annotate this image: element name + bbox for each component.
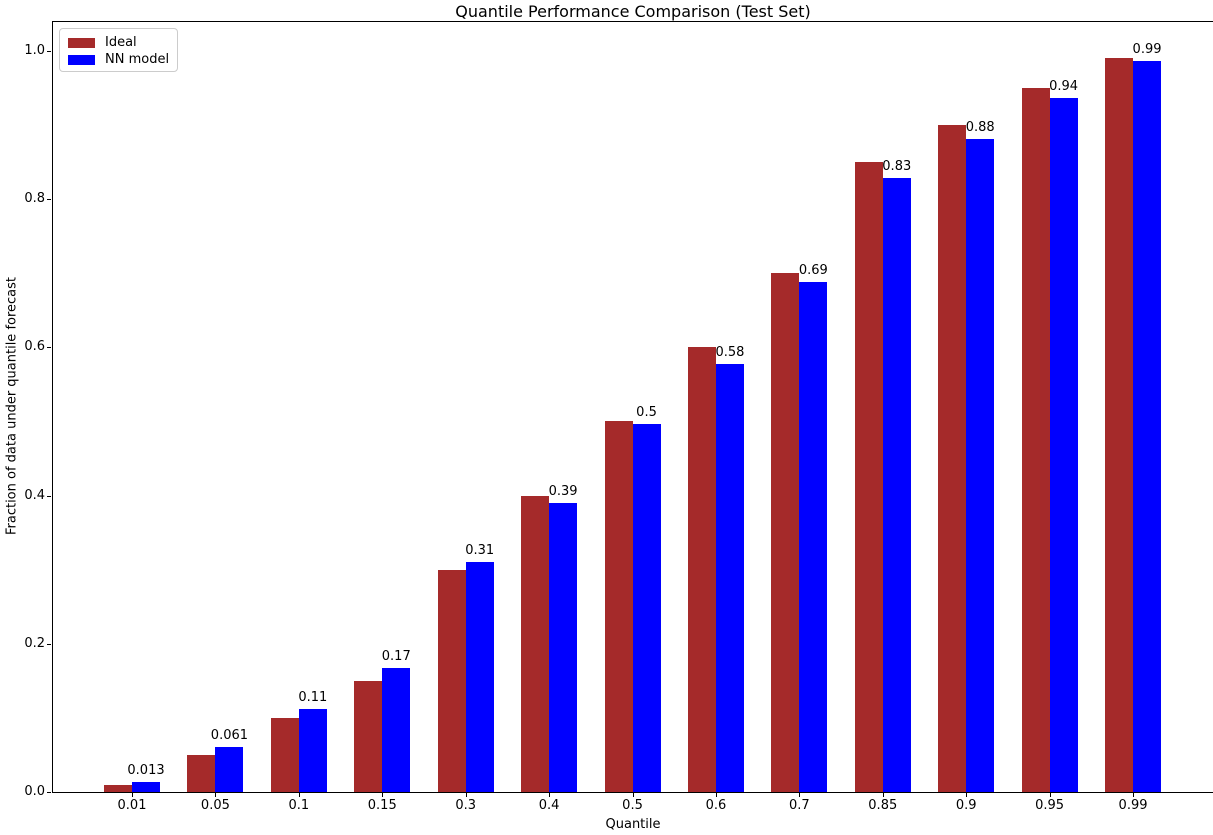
x-tick-mark: [465, 793, 467, 797]
y-tick-label: 0.6: [24, 339, 45, 354]
bar-ideal: [187, 755, 216, 792]
x-tick-label: 0.3: [455, 798, 477, 813]
y-tick-label: 0.0: [24, 784, 45, 799]
legend-item-nn-model: NN model: [68, 51, 177, 68]
bar-nn-model: [1049, 98, 1078, 792]
y-axis-label: Fraction of data under quantile forecast: [4, 276, 20, 536]
y-tick-mark: [47, 644, 51, 645]
bar-ideal: [437, 570, 466, 792]
x-tick-mark: [882, 793, 884, 797]
bar-ideal: [1021, 88, 1050, 792]
bar-value-label: 0.061: [210, 728, 249, 743]
legend-swatch-ideal: [68, 37, 95, 48]
bar-value-label: 0.013: [127, 763, 165, 778]
x-tick-mark: [715, 793, 717, 797]
bar-value-label: 0.99: [1132, 42, 1162, 57]
bar-value-label: 0.5: [636, 405, 657, 420]
y-tick-mark: [47, 51, 51, 52]
bar-value-label: 0.39: [548, 484, 578, 499]
x-tick-mark: [382, 793, 384, 797]
x-tick-label: 0.15: [367, 798, 397, 813]
bar-ideal: [938, 125, 967, 792]
x-tick-mark: [1133, 793, 1135, 797]
bar-value-label: 0.58: [715, 345, 745, 360]
x-tick-mark: [215, 793, 217, 797]
bar-ideal: [771, 273, 800, 792]
x-tick-label: 0.4: [538, 798, 560, 813]
y-tick-label: 0.2: [24, 636, 45, 651]
x-tick-label: 0.01: [117, 798, 147, 813]
bar-ideal: [270, 718, 299, 792]
y-tick-label: 0.4: [24, 488, 45, 503]
bar-nn-model: [215, 747, 244, 792]
x-tick-mark: [132, 793, 133, 797]
x-tick-label: 0.1: [288, 798, 310, 813]
x-tick-mark: [549, 793, 551, 797]
bar-ideal: [354, 681, 383, 792]
bar-value-label: 0.83: [882, 159, 912, 174]
bar-nn-model: [882, 178, 911, 792]
x-tick-label: 0.99: [1118, 798, 1148, 813]
x-tick-label: 0.6: [705, 798, 727, 813]
y-tick-mark: [47, 347, 51, 348]
legend-swatch-nn-model: [68, 54, 95, 65]
y-tick-mark: [47, 496, 51, 497]
x-tick-mark: [298, 793, 300, 797]
bar-value-label: 0.69: [798, 263, 828, 278]
legend-item-ideal: Ideal: [68, 34, 177, 51]
x-tick-label: 0.05: [200, 798, 230, 813]
bar-nn-model: [715, 364, 744, 792]
legend-label-nn-model: NN model: [105, 51, 170, 67]
bar-nn-model: [298, 709, 327, 792]
bar-value-label: 0.11: [298, 690, 328, 705]
x-tick-label: 0.85: [868, 798, 898, 813]
y-tick-mark: [47, 792, 51, 793]
x-tick-label: 0.95: [1035, 798, 1065, 813]
bar-value-label: 0.94: [1049, 79, 1079, 94]
bar-ideal: [687, 347, 716, 792]
plot-area: [52, 21, 1213, 793]
x-tick-mark: [799, 793, 801, 797]
x-tick-mark: [632, 793, 634, 797]
bar-nn-model: [799, 282, 828, 792]
bar-nn-model: [966, 139, 995, 792]
x-axis-label: Quantile: [605, 817, 661, 832]
bar-value-label: 0.31: [465, 543, 495, 558]
bar-nn-model: [132, 782, 160, 792]
bar-nn-model: [632, 424, 661, 792]
y-tick-mark: [47, 199, 51, 200]
bar-ideal: [104, 785, 132, 792]
bar-ideal: [854, 162, 883, 792]
x-tick-label: 0.5: [622, 798, 643, 813]
bar-value-label: 0.88: [965, 120, 995, 135]
bar-ideal: [604, 421, 633, 792]
chart-title: Quantile Performance Comparison (Test Se…: [455, 2, 811, 21]
x-tick-mark: [966, 793, 968, 797]
legend-label-ideal: Ideal: [105, 34, 137, 50]
bar-value-label: 0.17: [381, 649, 411, 664]
bar-nn-model: [549, 503, 578, 792]
x-tick-mark: [1049, 793, 1051, 797]
bar-ideal: [1105, 58, 1134, 792]
bar-nn-model: [382, 668, 411, 792]
legend: Ideal NN model: [59, 28, 178, 72]
bar-nn-model: [1133, 61, 1162, 792]
bar-ideal: [521, 496, 550, 792]
bar-nn-model: [465, 562, 494, 792]
y-tick-label: 1.0: [24, 43, 45, 58]
x-tick-label: 0.9: [955, 798, 977, 813]
x-tick-label: 0.7: [789, 798, 810, 813]
y-tick-label: 0.8: [24, 191, 45, 206]
